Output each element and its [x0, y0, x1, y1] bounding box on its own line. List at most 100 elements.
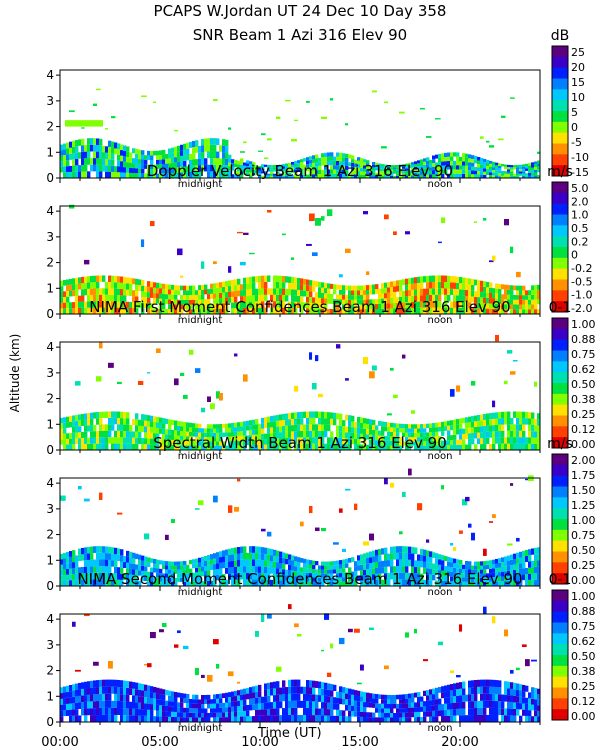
data-cell [486, 564, 490, 570]
data-cell [429, 167, 433, 171]
data-cell [138, 715, 142, 722]
data-cell [99, 714, 103, 722]
data-cell [327, 424, 331, 432]
data-cell [150, 173, 154, 178]
data-cell [396, 167, 400, 170]
data-cell [405, 296, 409, 303]
data-cell [246, 289, 250, 296]
data-cell [528, 163, 532, 166]
data-cell [261, 288, 265, 295]
data-cell [222, 145, 226, 153]
data-cell [168, 695, 172, 702]
data-cell [204, 581, 208, 586]
data-cell [465, 577, 469, 582]
data-cell [321, 695, 325, 703]
data-cell [357, 167, 361, 172]
data-cell [192, 165, 196, 172]
data-cell [174, 425, 178, 431]
data-cell [516, 437, 520, 444]
data-cell [153, 563, 157, 569]
data-cell [234, 566, 238, 574]
data-cell [342, 420, 346, 427]
data-cell [342, 294, 346, 300]
data-cell [297, 283, 301, 290]
data-cell [318, 430, 322, 438]
data-cell [525, 163, 529, 167]
data-cell [66, 416, 70, 423]
data-cell [93, 708, 97, 716]
data-cell [162, 288, 166, 294]
data-cell [231, 174, 235, 178]
data-cell [279, 169, 283, 172]
data-cell [156, 422, 160, 428]
data-cell [270, 175, 274, 178]
data-cell [306, 687, 310, 695]
data-cell [330, 169, 334, 174]
data-cell [261, 171, 265, 174]
data-cell [447, 435, 451, 441]
data-cell [63, 563, 67, 570]
data-cell [363, 569, 367, 576]
data-cell [294, 571, 298, 577]
data-cell [192, 171, 196, 178]
data-cell [177, 573, 181, 578]
data-cell [141, 702, 145, 710]
data-cell [111, 411, 115, 418]
data-cell [135, 278, 139, 285]
data-cell [219, 164, 223, 172]
data-cell [306, 174, 310, 178]
data-cell [480, 693, 484, 701]
data-cell [477, 707, 481, 715]
data-cell [417, 428, 421, 433]
colorbar-swatch [552, 241, 568, 248]
data-cell [405, 546, 409, 553]
data-cell [333, 581, 337, 586]
data-cell [147, 155, 151, 160]
data-cell [132, 431, 136, 438]
data-cell [303, 700, 307, 708]
data-cell [390, 165, 394, 168]
data-cell [516, 290, 520, 296]
data-cell [492, 303, 496, 309]
data-cell [195, 294, 199, 300]
data-cell [264, 417, 268, 423]
data-cell [270, 165, 274, 168]
data-cell [267, 682, 271, 690]
data-cell [423, 307, 427, 314]
data-cell [381, 421, 385, 427]
data-cell [267, 175, 271, 178]
data-cell [420, 424, 424, 429]
data-cell [498, 303, 502, 309]
data-cell [264, 275, 268, 282]
data-cell [399, 445, 403, 450]
data-cell [246, 716, 250, 722]
data-cell [387, 171, 391, 174]
data-cell [270, 444, 274, 450]
data-cell [108, 153, 112, 160]
data-cell [108, 417, 112, 425]
data-cell [474, 577, 478, 582]
data-cell [279, 694, 283, 702]
data-cell [306, 443, 310, 450]
data-cell [174, 294, 178, 300]
colorbar-swatch [552, 78, 568, 85]
data-cell [141, 164, 145, 169]
data-cell [270, 433, 274, 439]
data-cell [483, 297, 487, 304]
data-cell [384, 573, 388, 580]
data-cell [390, 308, 394, 314]
data-cell [459, 715, 463, 722]
data-cell [114, 301, 118, 308]
data-cell [381, 283, 385, 289]
data-cell [324, 288, 328, 294]
data-cell [255, 566, 259, 573]
data-cell [363, 285, 367, 291]
data-cell [204, 428, 208, 433]
data-cell [63, 155, 67, 161]
data-cell [399, 699, 403, 704]
data-cell [117, 381, 122, 384]
data-cell [456, 173, 460, 178]
data-cell [399, 531, 403, 535]
data-cell [519, 304, 523, 310]
data-cell [132, 437, 136, 444]
